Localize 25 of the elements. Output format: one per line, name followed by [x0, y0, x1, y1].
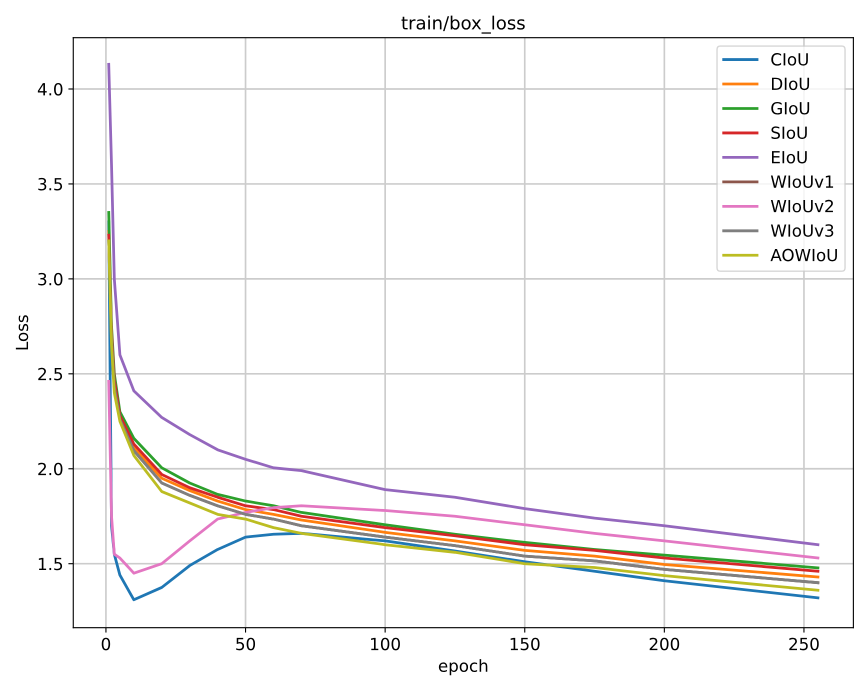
legend-label: EIoU: [772, 151, 807, 164]
x-tick-label: 0: [102, 638, 110, 650]
y-tick-label: 2.0: [38, 462, 62, 476]
legend-label: WIoUv1: [770, 176, 834, 188]
line-series: [107, 380, 820, 575]
x-tick-label: 250: [789, 638, 819, 650]
y-tick-label: 4.0: [38, 82, 62, 96]
y-tick-label: 3.5: [38, 178, 62, 191]
legend-label: WIoUv2: [770, 200, 833, 212]
x-tick-label: 150: [510, 638, 540, 650]
y-tick-label: 3.0: [38, 272, 62, 286]
y-axis-title: Loss: [16, 315, 28, 350]
y-tick-label: 1.5: [38, 558, 62, 570]
legend-label: CIoU: [771, 53, 808, 66]
legend-label: SIoU: [771, 126, 807, 140]
legend-label: GIoU: [771, 102, 810, 115]
legend-label: AOWIoU: [770, 248, 837, 262]
x-tick-label: 100: [371, 638, 400, 650]
x-tick-label: 200: [650, 638, 680, 650]
legend-label: WIoUv3: [770, 224, 834, 237]
y-tick-label: 2.5: [38, 368, 62, 380]
x-axis-title: epoch: [438, 659, 488, 676]
legend-label: DIoU: [772, 78, 810, 90]
x-tick-label: 50: [236, 638, 256, 650]
chart-title: train/box_loss: [401, 16, 525, 34]
